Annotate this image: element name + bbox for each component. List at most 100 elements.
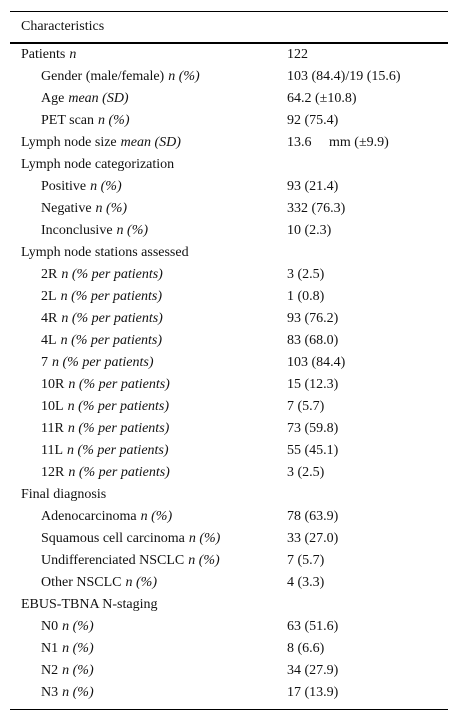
row-label: N3 n (%) [41, 684, 94, 702]
label-unit: n (%) [95, 201, 128, 216]
label-text: 11R [41, 421, 64, 436]
label-text: Final diagnosis [21, 487, 107, 502]
label-unit: n (%) [125, 575, 158, 590]
label-text: EBUS-TBNA N-staging [21, 597, 158, 612]
row-label: Undifferenciated NSCLC n (%) [41, 552, 220, 570]
label-unit: n (% per patients) [68, 465, 170, 480]
top-rule [10, 11, 448, 12]
label-text: Negative [41, 201, 92, 216]
label-text: Age [41, 91, 65, 106]
row-value: 55 (45.1) [287, 443, 339, 458]
label-unit: mean (SD) [120, 135, 181, 150]
row-label: Other NSCLC n (%) [41, 574, 157, 592]
row-label: Patients n [21, 46, 76, 64]
label-unit: n (%) [62, 641, 94, 656]
row-label: Inconclusive n (%) [41, 222, 148, 240]
label-text: 7 [41, 355, 48, 370]
label-text: Adenocarcinoma [41, 509, 137, 524]
label-text: N2 [41, 663, 59, 678]
label-text: N0 [41, 619, 59, 634]
row-label: 2R n (% per patients) [41, 266, 163, 284]
label-unit: n (% per patients) [67, 443, 169, 458]
row-label: 10R n (% per patients) [41, 376, 170, 394]
label-text: Lymph node stations assessed [21, 245, 189, 260]
label-text: 2R [41, 267, 58, 282]
row-value: 8 (6.6) [287, 641, 325, 656]
label-unit: n (% per patients) [60, 333, 163, 348]
row-value: 332 (76.3) [287, 201, 346, 216]
row-label: Gender (male/female) n (%) [41, 68, 200, 86]
label-unit: n (% per patients) [67, 421, 170, 436]
label-unit: n [69, 47, 77, 62]
row-value: 15 (12.3) [287, 377, 339, 392]
header-cell: Characteristics [21, 19, 105, 34]
label-unit: n (%) [62, 619, 94, 634]
row-label: N1 n (%) [41, 640, 94, 658]
row-label: EBUS-TBNA N-staging [21, 596, 158, 614]
label-text: 10R [41, 377, 65, 392]
label-text: 4R [41, 311, 58, 326]
label-unit: n (% per patients) [60, 289, 163, 304]
row-value: 122 [287, 47, 308, 62]
label-text: Inconclusive [41, 223, 113, 238]
row-value: 10 (2.3) [287, 223, 332, 238]
label-unit: n (%) [140, 509, 173, 524]
row-label: 7 n (% per patients) [41, 354, 153, 372]
label-text: Gender (male/female) [41, 69, 165, 84]
row-value: 4 (3.3) [287, 575, 325, 590]
row-value: 34 (27.9) [287, 663, 339, 678]
label-unit: n (%) [116, 223, 149, 238]
row-label: 11L n (% per patients) [41, 442, 169, 460]
row-label: 4R n (% per patients) [41, 310, 163, 328]
label-text: Other NSCLC [41, 575, 122, 590]
row-label: Final diagnosis [21, 486, 106, 504]
row-value: 103 (84.4)/19 (15.6) [287, 69, 401, 84]
row-value: 73 (59.8) [287, 421, 339, 436]
label-text: 11L [41, 443, 64, 458]
label-text: 10L [41, 399, 64, 414]
label-unit: n (% per patients) [61, 267, 163, 282]
label-text: Patients [21, 47, 66, 62]
row-label: 4L n (% per patients) [41, 332, 162, 350]
label-unit: n (%) [188, 531, 221, 546]
row-value: 17 (13.9) [287, 685, 339, 700]
row-label: Squamous cell carcinoma n (%) [41, 530, 220, 548]
row-value: 7 (5.7) [287, 399, 325, 414]
row-value: 92 (75.4) [287, 113, 339, 128]
row-label: 10L n (% per patients) [41, 398, 169, 416]
row-value: 1 (0.8) [287, 289, 325, 304]
row-label: N0 n (%) [41, 618, 94, 636]
label-unit: n (% per patients) [67, 399, 170, 414]
row-label: Positive n (%) [41, 178, 122, 196]
label-unit: n (% per patients) [52, 355, 154, 370]
label-unit: n (%) [90, 179, 122, 194]
row-value: 7 (5.7) [287, 553, 325, 568]
label-text: Positive [41, 179, 87, 194]
label-unit: n (%) [188, 553, 220, 568]
row-label: N2 n (%) [41, 662, 94, 680]
label-text: 2L [41, 289, 57, 304]
row-value: 64.2 (±10.8) [287, 91, 357, 106]
label-text: Lymph node size [21, 135, 117, 150]
row-label: PET scan n (%) [41, 112, 130, 130]
row-value: 3 (2.5) [287, 465, 325, 480]
header-rule [10, 42, 448, 44]
label-unit: n (%) [62, 685, 94, 700]
row-label: 2L n (% per patients) [41, 288, 162, 306]
label-text: 4L [41, 333, 57, 348]
label-unit: n (%) [62, 663, 94, 678]
label-unit: n (% per patients) [68, 377, 170, 392]
label-text: 12R [41, 465, 65, 480]
label-unit: n (%) [168, 69, 200, 84]
row-label: 12R n (% per patients) [41, 464, 170, 482]
row-value: 33 (27.0) [287, 531, 339, 546]
row-value: 103 (84.4) [287, 355, 346, 370]
label-text: Squamous cell carcinoma [41, 531, 185, 546]
row-label: 11R n (% per patients) [41, 420, 169, 438]
row-value: 83 (68.0) [287, 333, 339, 348]
label-text: N1 [41, 641, 59, 656]
row-label: Age mean (SD) [41, 90, 129, 108]
label-text: Undifferenciated NSCLC [41, 553, 185, 568]
label-text: N3 [41, 685, 59, 700]
